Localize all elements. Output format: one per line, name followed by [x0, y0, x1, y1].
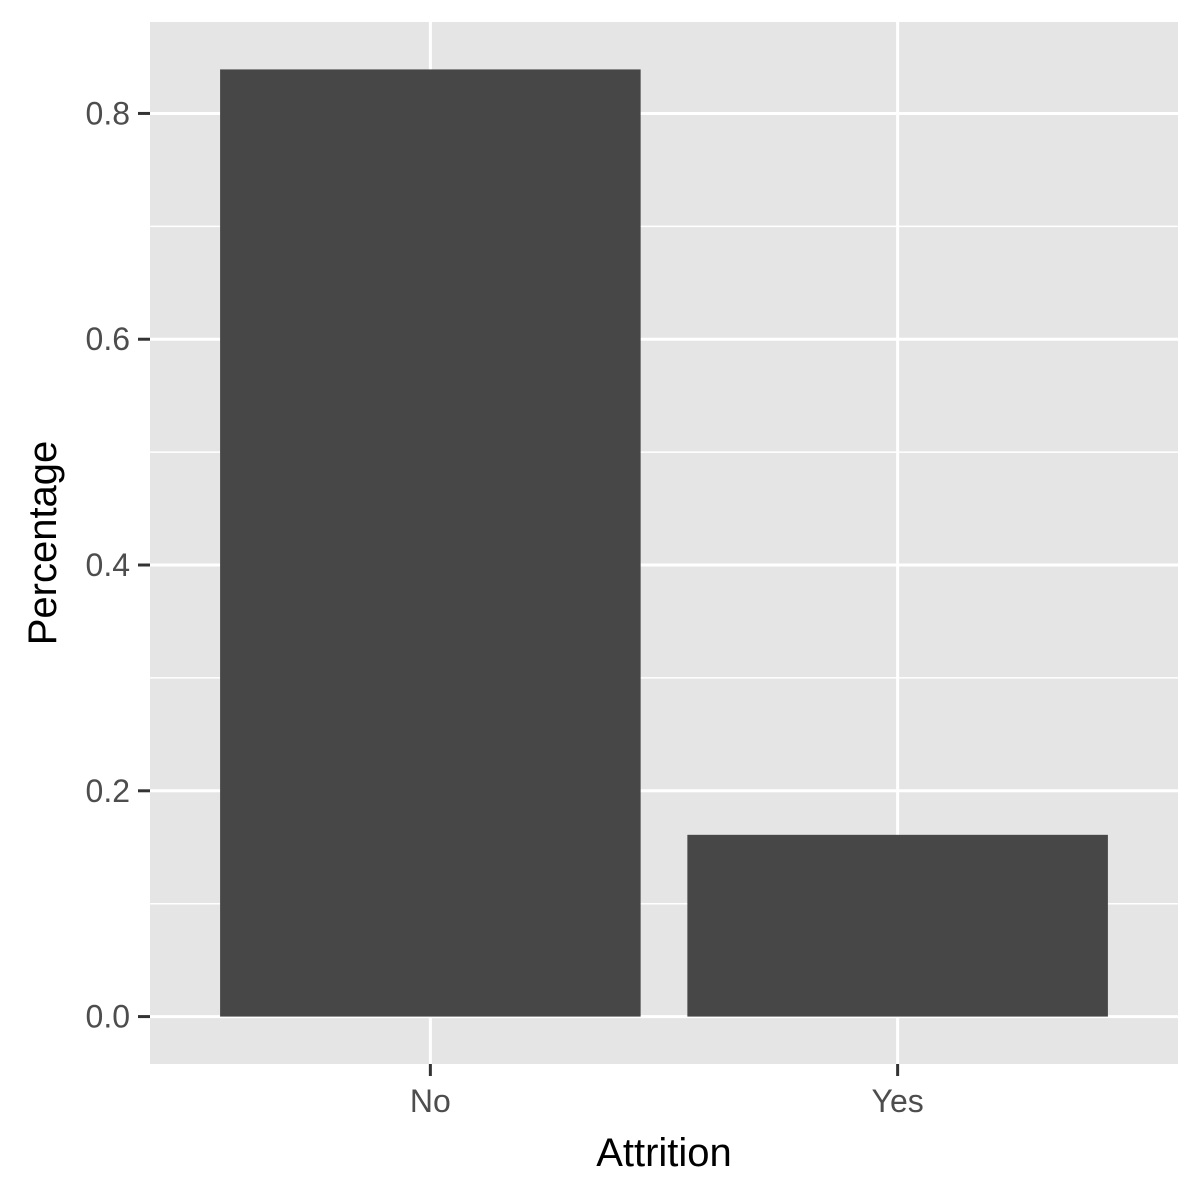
y-tick-label: 0.2 — [86, 773, 130, 809]
x-tick-label: Yes — [872, 1083, 924, 1119]
y-tick-label: 0.6 — [86, 321, 130, 357]
x-axis-title: Attrition — [596, 1131, 732, 1175]
x-tick-label: No — [410, 1083, 451, 1119]
bar-yes — [687, 834, 1108, 1017]
y-axis: 0.0 0.2 0.4 0.6 0.8 — [86, 95, 150, 1035]
bars — [220, 69, 1108, 1017]
y-axis-title: Percentage — [21, 441, 65, 646]
y-tick-label: 0.4 — [86, 547, 130, 583]
x-axis: No Yes — [410, 1064, 924, 1119]
bar-no — [220, 69, 641, 1017]
y-tick-label: 0.8 — [86, 95, 130, 131]
y-tick-label: 0.0 — [86, 999, 130, 1035]
